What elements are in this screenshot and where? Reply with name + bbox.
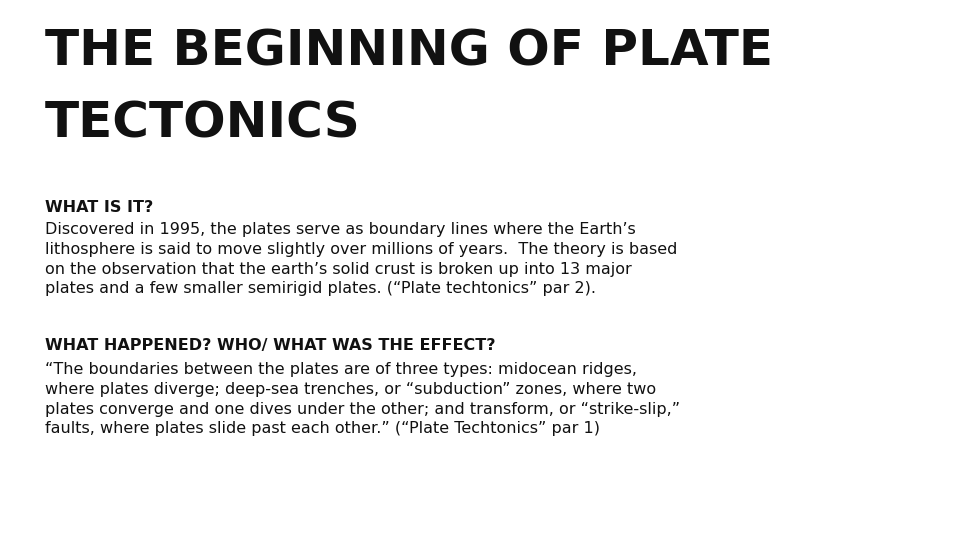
- Text: WHAT IS IT?: WHAT IS IT?: [45, 200, 154, 215]
- Text: “The boundaries between the plates are of three types: midocean ridges,
where pl: “The boundaries between the plates are o…: [45, 362, 680, 436]
- Text: WHAT HAPPENED? WHO/ WHAT WAS THE EFFECT?: WHAT HAPPENED? WHO/ WHAT WAS THE EFFECT?: [45, 338, 495, 353]
- Text: Discovered in 1995, the plates serve as boundary lines where the Earth’s
lithosp: Discovered in 1995, the plates serve as …: [45, 222, 678, 296]
- Text: THE BEGINNING OF PLATE: THE BEGINNING OF PLATE: [45, 28, 773, 76]
- Text: TECTONICS: TECTONICS: [45, 100, 361, 148]
